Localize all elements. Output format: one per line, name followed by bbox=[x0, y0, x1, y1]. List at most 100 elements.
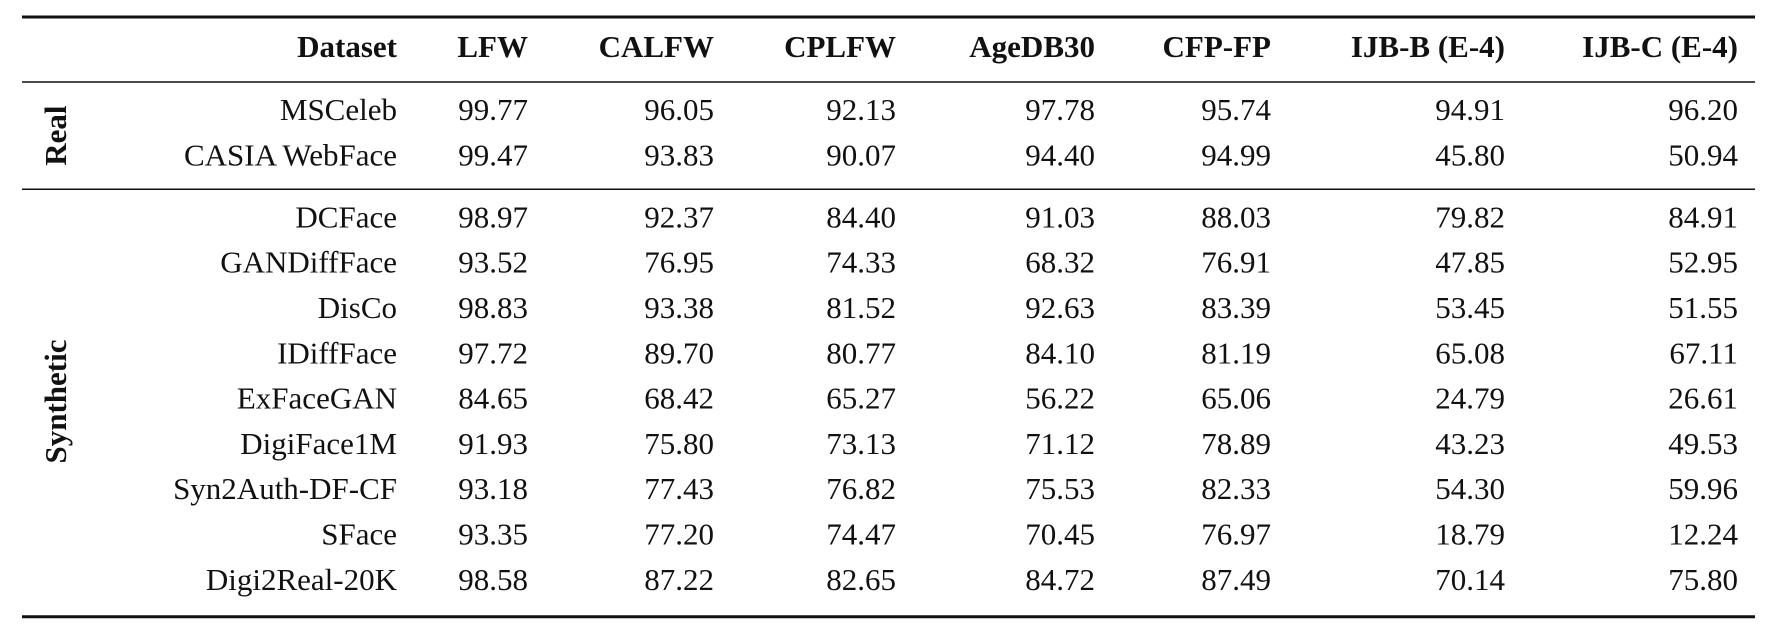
cell: 78.89 bbox=[1201, 426, 1271, 461]
cell: 82.65 bbox=[826, 562, 896, 597]
cell: 98.83 bbox=[458, 290, 528, 325]
cell: 84.72 bbox=[1025, 562, 1095, 597]
cell: 84.91 bbox=[1668, 199, 1738, 234]
cell: 91.93 bbox=[458, 426, 528, 461]
cell: 71.12 bbox=[1025, 426, 1095, 461]
cell: 96.05 bbox=[644, 92, 714, 127]
cell: 98.97 bbox=[458, 199, 528, 234]
cell: 49.53 bbox=[1668, 426, 1738, 461]
cell: 67.11 bbox=[1669, 335, 1738, 370]
cell: 94.91 bbox=[1435, 92, 1505, 127]
cell: 68.32 bbox=[1025, 245, 1095, 280]
cell: 47.85 bbox=[1435, 245, 1505, 280]
cell: 89.70 bbox=[644, 335, 714, 370]
cell: 88.03 bbox=[1201, 199, 1271, 234]
cell: 97.72 bbox=[458, 335, 528, 370]
group-label: Synthetic bbox=[38, 340, 73, 464]
header-cell: Dataset bbox=[297, 29, 398, 64]
cell: 93.35 bbox=[458, 517, 528, 552]
cell: 43.23 bbox=[1435, 426, 1505, 461]
cell: 95.74 bbox=[1201, 92, 1271, 127]
cell: 76.91 bbox=[1201, 245, 1271, 280]
header-cell: AgeDB30 bbox=[969, 29, 1095, 64]
group-label: Real bbox=[38, 105, 73, 166]
cell: 76.97 bbox=[1201, 517, 1271, 552]
cell: 99.77 bbox=[458, 92, 528, 127]
cell: 70.45 bbox=[1025, 517, 1095, 552]
cell: 77.43 bbox=[644, 471, 714, 506]
cell: 84.65 bbox=[458, 381, 528, 416]
header-cell: IJB-B (E-4) bbox=[1351, 29, 1505, 64]
cell: 96.20 bbox=[1668, 92, 1738, 127]
row-label: Digi2Real-20K bbox=[206, 562, 398, 597]
cell: 70.14 bbox=[1435, 562, 1505, 597]
header-cell: CPLFW bbox=[784, 29, 896, 64]
cell: 81.52 bbox=[826, 290, 896, 325]
cell: 65.06 bbox=[1201, 381, 1271, 416]
cell: 93.83 bbox=[644, 137, 714, 172]
row-label: IDiffFace bbox=[277, 335, 397, 370]
cell: 56.22 bbox=[1025, 381, 1095, 416]
header-cell: CFP-FP bbox=[1163, 29, 1272, 64]
row-label: DigiFace1M bbox=[240, 426, 397, 461]
row-label: ExFaceGAN bbox=[237, 381, 397, 416]
cell: 84.10 bbox=[1025, 335, 1095, 370]
header-cell: CALFW bbox=[599, 29, 714, 64]
row-label: GANDiffFace bbox=[220, 245, 397, 280]
cell: 75.53 bbox=[1025, 471, 1095, 506]
header-cell: IJB-C (E-4) bbox=[1582, 29, 1738, 64]
cell: 82.33 bbox=[1201, 471, 1271, 506]
cell: 65.27 bbox=[826, 381, 896, 416]
cell: 51.55 bbox=[1668, 290, 1738, 325]
cell: 87.22 bbox=[644, 562, 714, 597]
cell: 50.94 bbox=[1668, 137, 1738, 172]
cell: 92.63 bbox=[1025, 290, 1095, 325]
cell: 76.95 bbox=[644, 245, 714, 280]
cell: 74.33 bbox=[826, 245, 896, 280]
cell: 73.13 bbox=[826, 426, 896, 461]
cell: 53.45 bbox=[1435, 290, 1505, 325]
cell: 76.82 bbox=[826, 471, 896, 506]
row-label: DCFace bbox=[295, 199, 397, 234]
cell: 45.80 bbox=[1435, 137, 1505, 172]
row-label: CASIA WebFace bbox=[184, 137, 397, 172]
cell: 68.42 bbox=[644, 381, 714, 416]
cell: 74.47 bbox=[826, 517, 896, 552]
row-label: DisCo bbox=[318, 290, 397, 325]
cell: 94.40 bbox=[1025, 137, 1095, 172]
cell: 18.79 bbox=[1435, 517, 1505, 552]
cell: 93.52 bbox=[458, 245, 528, 280]
cell: 97.78 bbox=[1025, 92, 1095, 127]
cell: 93.38 bbox=[644, 290, 714, 325]
cell: 59.96 bbox=[1668, 471, 1738, 506]
cell: 94.99 bbox=[1201, 137, 1271, 172]
cell: 52.95 bbox=[1668, 245, 1738, 280]
cell: 84.40 bbox=[826, 199, 896, 234]
header-cell: LFW bbox=[457, 29, 528, 64]
cell: 54.30 bbox=[1435, 471, 1505, 506]
cell: 83.39 bbox=[1201, 290, 1271, 325]
cell: 65.08 bbox=[1435, 335, 1505, 370]
cell: 93.18 bbox=[458, 471, 528, 506]
cell: 75.80 bbox=[1668, 562, 1738, 597]
cell: 92.37 bbox=[644, 199, 714, 234]
cell: 75.80 bbox=[644, 426, 714, 461]
cell: 91.03 bbox=[1025, 199, 1095, 234]
cell: 80.77 bbox=[826, 335, 896, 370]
row-label: MSCeleb bbox=[280, 92, 397, 127]
cell: 99.47 bbox=[458, 137, 528, 172]
cell: 79.82 bbox=[1435, 199, 1505, 234]
cell: 24.79 bbox=[1435, 381, 1505, 416]
cell: 90.07 bbox=[826, 137, 896, 172]
cell: 77.20 bbox=[644, 517, 714, 552]
cell: 12.24 bbox=[1668, 517, 1738, 552]
row-label: SFace bbox=[321, 517, 397, 552]
cell: 98.58 bbox=[458, 562, 528, 597]
cell: 87.49 bbox=[1201, 562, 1271, 597]
cell: 81.19 bbox=[1201, 335, 1271, 370]
row-label: Syn2Auth-DF-CF bbox=[173, 471, 397, 506]
cell: 92.13 bbox=[826, 92, 896, 127]
cell: 26.61 bbox=[1668, 381, 1738, 416]
